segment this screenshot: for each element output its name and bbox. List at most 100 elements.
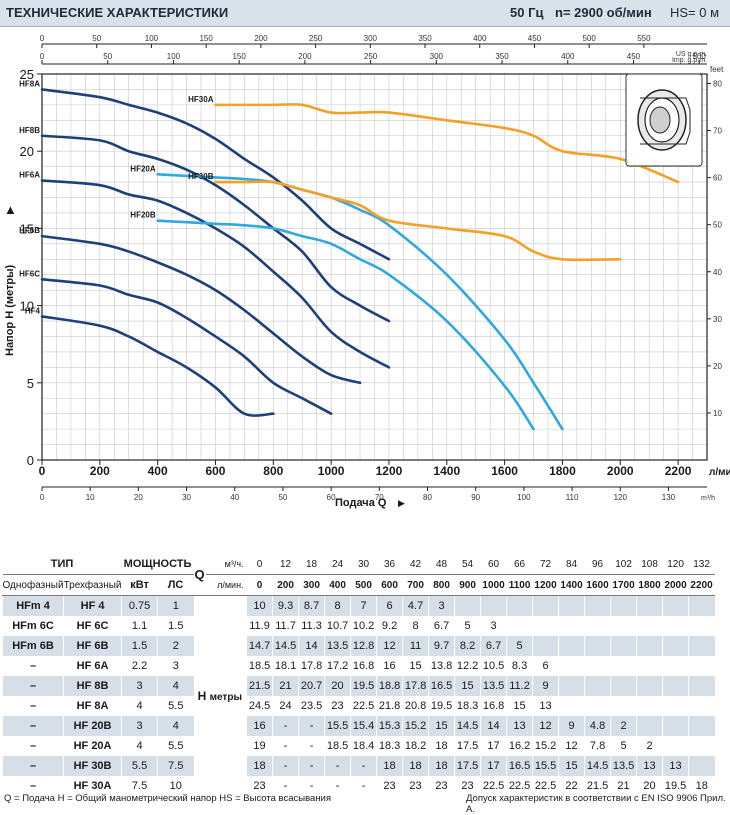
head-value: 20: [636, 776, 663, 796]
head-value: [688, 716, 715, 736]
head-value: [480, 595, 507, 616]
head-value: [506, 616, 533, 636]
head-value: [636, 696, 663, 716]
frequency-label: 50 Гц: [510, 5, 544, 20]
head-value: 14: [480, 716, 507, 736]
head-value: 15: [506, 696, 533, 716]
m3h-tick-label: 40: [230, 493, 239, 502]
x-tick-label: 1600: [491, 464, 518, 478]
suction-height-label: HS= 0 м: [670, 5, 720, 20]
head-value: 16.5: [428, 676, 455, 696]
curve-hf30a: [214, 103, 680, 184]
head-value: 14.5: [272, 636, 299, 656]
head-value: [532, 636, 559, 656]
x-tick-label: 800: [263, 464, 283, 478]
q-m3h-header: 108: [636, 554, 663, 575]
head-value: [558, 676, 585, 696]
us-gpm-tick-label: 300: [364, 34, 378, 43]
head-value: 23.5: [298, 696, 325, 716]
power-hp: 5.5: [157, 696, 194, 716]
power-hp: 3: [157, 656, 194, 676]
head-value: [506, 595, 533, 616]
head-value: -: [272, 736, 299, 756]
q-m3h-header: 18: [298, 554, 325, 575]
y-tick-label: 20: [20, 144, 34, 159]
head-value: 22.5: [480, 776, 507, 796]
head-value: 18.5: [246, 656, 273, 676]
head-value: [610, 696, 637, 716]
power-hp: 1: [157, 595, 194, 616]
head-value: 17.2: [324, 656, 351, 676]
imp-gpm-tick-label: 100: [167, 52, 181, 61]
power-hp: 7.5: [157, 756, 194, 776]
head-value: 9: [558, 716, 585, 736]
m3h-unit-label: m³/h: [701, 495, 715, 502]
power-kw: 3: [121, 676, 158, 696]
curve-hf4: [40, 315, 275, 417]
q-lmin-header: 1600: [584, 574, 611, 596]
m3h-tick-label: 80: [423, 493, 432, 502]
three-phase-model: HF 6C: [63, 616, 122, 636]
feet-tick-label: 20: [713, 362, 722, 371]
head-value: 13.5: [324, 636, 351, 656]
power-kw: 2.2: [121, 656, 158, 676]
head-value: 11.3: [298, 616, 325, 636]
m3h-tick-label: 90: [471, 493, 480, 502]
head-value: 8.3: [506, 656, 533, 676]
head-value: 2: [636, 736, 663, 756]
head-value: 18: [402, 756, 429, 776]
head-value: 15.2: [532, 736, 559, 756]
head-value: 10.2: [350, 616, 377, 636]
power-kw: 4: [121, 736, 158, 756]
curve-label-hf8b: HF8B: [19, 126, 40, 135]
curve-label-hf30b: HF30B: [188, 172, 214, 181]
head-value: 12: [558, 736, 585, 756]
single-phase-model: –: [1, 736, 64, 756]
q-m3h-header: 42: [402, 554, 429, 575]
q-m3h-header: 36: [376, 554, 403, 575]
head-value: 8: [402, 616, 429, 636]
head-value: -: [272, 716, 299, 736]
head-value: 10.7: [324, 616, 351, 636]
imp-gpm-tick-label: 300: [430, 52, 444, 61]
footer-legend: Q = Подача H = Общий манометрический нап…: [4, 793, 332, 804]
imp-gpm-tick-label: 500: [693, 52, 707, 61]
hp-header: ЛС: [157, 574, 194, 596]
curve-hf6a: [40, 179, 391, 369]
q-lmin-header: 700: [402, 574, 429, 596]
q-label: Q: [193, 554, 206, 596]
head-value: 14.5: [584, 756, 611, 776]
head-value: 23: [246, 776, 273, 796]
head-value: 15.5: [324, 716, 351, 736]
header-bar: ТЕХНИЧЕСКИЕ ХАРАКТЕРИСТИКИ 50 Гц n= 2900…: [0, 0, 730, 27]
head-value: -: [272, 756, 299, 776]
head-value: 19.5: [428, 696, 455, 716]
us-gpm-unit-label: US g.p.m.: [676, 51, 707, 58]
q-lmin-header: 400: [324, 574, 351, 596]
head-value: 15.5: [532, 756, 559, 776]
head-value: 14.5: [454, 716, 481, 736]
head-value: 16.8: [480, 696, 507, 716]
head-value: 17.5: [454, 756, 481, 776]
head-value: 9: [532, 676, 559, 696]
q-unit-m3h: м³/ч.: [205, 554, 247, 575]
single-phase-model: –: [1, 696, 64, 716]
single-phase-model: HFm 6B: [1, 636, 64, 656]
head-value: 13: [532, 696, 559, 716]
head-value: 17: [480, 756, 507, 776]
us-gpm-tick-label: 250: [309, 34, 323, 43]
performance-table: ТИП МОЩНОСТЬ Q м³/ч. 0 12 18 24 30 36 42 48 54 60…: [1, 554, 715, 796]
chart-labels: HF4 HF6C HF6B HF6A HF8B HF8A HF20B HF20A HF30B HF…: [19, 79, 214, 315]
head-value: 16: [376, 656, 403, 676]
power-hp: 1.5: [157, 616, 194, 636]
head-value: 6: [376, 595, 403, 616]
q-m3h-header: 66: [506, 554, 533, 575]
head-value: [688, 595, 715, 616]
kw-header: кВт: [121, 574, 158, 596]
head-value: [636, 676, 663, 696]
us-gpm-tick-label: 150: [199, 34, 213, 43]
m3h-tick-label: 70: [375, 493, 384, 502]
q-lmin-header: 1100: [506, 574, 533, 596]
footer-note: Допуск характеристик в соответствии с EN…: [466, 793, 726, 815]
head-value: 13.5: [480, 676, 507, 696]
